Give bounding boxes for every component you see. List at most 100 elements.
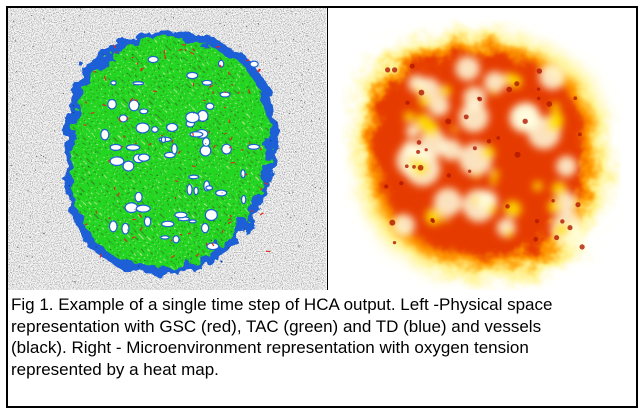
vessel-dot	[154, 149, 156, 151]
gsc-cell	[228, 119, 230, 124]
gsc-cell	[114, 51, 118, 54]
gsc-cell	[113, 186, 116, 190]
tumor-hole	[240, 194, 247, 205]
vessel-dot	[301, 74, 303, 76]
vessel-dot	[11, 26, 13, 28]
tumor-hole	[151, 126, 159, 133]
vessel-dot	[8, 141, 10, 143]
vessel-dot	[228, 247, 230, 249]
vessel-dot	[224, 78, 226, 80]
gsc-cell	[227, 221, 232, 224]
warm-spot	[548, 111, 564, 126]
gsc-cell	[178, 48, 183, 52]
gsc-cell	[140, 67, 144, 71]
gsc-cell	[257, 69, 261, 73]
vessel-dot	[80, 247, 82, 249]
tumor-hole	[201, 79, 213, 86]
vessel-dot	[155, 29, 157, 31]
caption-line: Fig 1. Example of a single time step of …	[11, 295, 553, 314]
vessel-dot	[69, 195, 71, 197]
warm-spot	[489, 178, 497, 186]
vessel-dot	[47, 221, 49, 223]
tumor-hole	[132, 81, 145, 86]
gsc-cell	[259, 147, 262, 151]
vessel-dot	[210, 143, 212, 145]
vessel-dot	[74, 274, 76, 276]
vessel-dot	[221, 261, 223, 263]
vessel-dot	[298, 131, 300, 133]
gsc-cell	[227, 71, 230, 76]
vessel-marker	[514, 151, 521, 158]
gsc-cell	[189, 51, 195, 55]
vessel-dot	[42, 111, 44, 113]
gsc-cell	[83, 123, 87, 127]
vessel-marker	[389, 219, 396, 226]
tumor-hole	[240, 169, 246, 179]
vessel-dot	[239, 46, 241, 48]
gsc-cell	[219, 64, 223, 68]
gsc-cell	[187, 232, 192, 235]
vessel-dot	[173, 122, 175, 124]
tumor-hole	[143, 216, 152, 227]
vessel-marker	[417, 164, 424, 171]
warm-spot	[486, 204, 497, 215]
gsc-cell	[250, 210, 254, 212]
vessel-dot	[207, 118, 209, 120]
gsc-cell	[191, 165, 196, 168]
gsc-cell	[237, 91, 240, 94]
vessel-dot	[134, 208, 136, 210]
warm-spot	[480, 145, 496, 160]
vessel-dot	[293, 215, 295, 217]
vessel-marker	[385, 67, 391, 73]
vessel-marker	[537, 96, 541, 101]
vessel-dot	[182, 85, 184, 87]
vessel-dot	[88, 174, 90, 176]
vessel-marker	[463, 114, 469, 120]
vessel-marker	[536, 68, 543, 74]
gsc-cell	[228, 217, 231, 221]
vessel-dot	[308, 69, 310, 71]
vessel-dot	[16, 178, 18, 180]
vessel-dot	[179, 190, 181, 192]
vessel-dot	[196, 234, 198, 236]
vessel-dot	[261, 124, 263, 126]
gsc-cell	[102, 103, 107, 107]
gsc-cell	[170, 254, 176, 259]
caption-line: (black). Right - Microenvironment repres…	[11, 338, 529, 357]
vessel-dot	[189, 86, 191, 88]
vessel-dot	[188, 182, 190, 184]
vessel-dot	[193, 227, 195, 229]
tumor-hole	[121, 222, 130, 235]
tumor-hole	[215, 189, 228, 197]
vessel-dot	[217, 86, 219, 88]
vessel-dot	[275, 189, 277, 191]
vessel-dot	[62, 202, 64, 204]
vessel-dot	[178, 167, 180, 169]
warm-spot	[473, 171, 480, 179]
vessel-dot	[223, 24, 225, 26]
gsc-cell	[184, 48, 187, 52]
vessel-dot	[210, 239, 212, 241]
vessel-dot	[319, 118, 321, 120]
vessel-dot	[238, 194, 240, 196]
vessel-marker	[567, 225, 573, 231]
vessel-dot	[314, 187, 316, 189]
vessel-marker	[468, 169, 472, 173]
tumor-hole	[205, 102, 215, 110]
gsc-cell	[211, 242, 215, 247]
hotspot	[455, 56, 480, 81]
warm-spot	[438, 84, 452, 98]
vessel-dot	[14, 40, 16, 42]
gsc-cell	[195, 253, 200, 257]
vessel-dot	[95, 151, 97, 153]
vessel-dot	[275, 40, 277, 42]
vessel-dot	[100, 218, 102, 220]
gsc-cell	[221, 230, 224, 233]
vessel-dot	[298, 245, 300, 247]
tumor-hole	[128, 99, 140, 112]
vessel-dot	[121, 127, 123, 129]
vessel-marker	[486, 139, 492, 144]
vessel-dot	[292, 191, 294, 193]
vessel-dot	[90, 89, 92, 91]
vessel-dot	[253, 277, 255, 279]
